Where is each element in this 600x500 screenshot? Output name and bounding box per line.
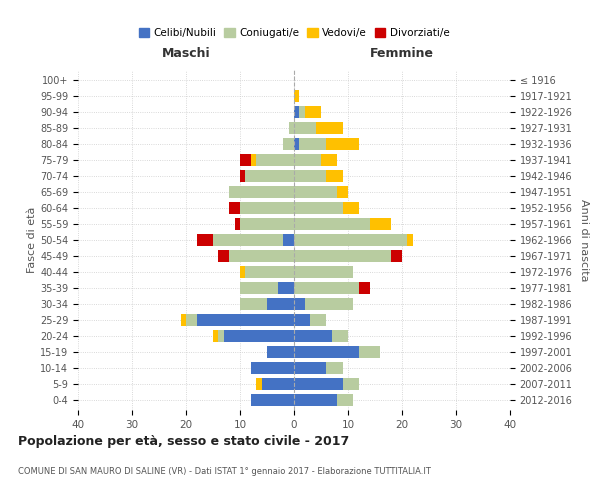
Bar: [321, 154, 337, 166]
Bar: [310, 314, 326, 326]
Bar: [343, 202, 359, 214]
Y-axis label: Fasce di età: Fasce di età: [27, 207, 37, 273]
Bar: [256, 378, 262, 390]
Bar: [229, 202, 240, 214]
Bar: [370, 218, 391, 230]
Bar: [218, 250, 229, 262]
Bar: [326, 170, 343, 182]
Bar: [294, 330, 332, 342]
Bar: [283, 138, 294, 150]
Bar: [267, 298, 294, 310]
Bar: [294, 362, 326, 374]
Bar: [305, 106, 321, 118]
Bar: [294, 234, 407, 246]
Bar: [251, 154, 256, 166]
Bar: [359, 346, 380, 358]
Bar: [294, 90, 299, 102]
Bar: [294, 122, 316, 134]
Bar: [294, 314, 310, 326]
Bar: [294, 218, 370, 230]
Bar: [213, 234, 283, 246]
Bar: [294, 170, 326, 182]
Bar: [326, 138, 359, 150]
Bar: [294, 106, 299, 118]
Bar: [251, 362, 294, 374]
Bar: [229, 186, 294, 198]
Bar: [299, 138, 326, 150]
Bar: [240, 170, 245, 182]
Bar: [294, 138, 299, 150]
Text: Maschi: Maschi: [161, 48, 211, 60]
Bar: [245, 266, 294, 278]
Bar: [197, 314, 294, 326]
Bar: [229, 250, 294, 262]
Text: Femmine: Femmine: [370, 48, 434, 60]
Bar: [294, 202, 343, 214]
Bar: [359, 282, 370, 294]
Bar: [235, 218, 240, 230]
Bar: [218, 330, 224, 342]
Bar: [240, 298, 267, 310]
Bar: [294, 186, 337, 198]
Bar: [181, 314, 186, 326]
Bar: [294, 266, 353, 278]
Bar: [337, 394, 353, 406]
Bar: [294, 378, 343, 390]
Bar: [262, 378, 294, 390]
Bar: [294, 282, 359, 294]
Legend: Celibi/Nubili, Coniugati/e, Vedovi/e, Divorziati/e: Celibi/Nubili, Coniugati/e, Vedovi/e, Di…: [134, 24, 454, 42]
Bar: [343, 378, 359, 390]
Bar: [197, 234, 213, 246]
Bar: [240, 202, 294, 214]
Bar: [332, 330, 348, 342]
Bar: [337, 186, 348, 198]
Bar: [294, 298, 305, 310]
Bar: [294, 394, 337, 406]
Bar: [267, 346, 294, 358]
Bar: [294, 250, 391, 262]
Text: Popolazione per età, sesso e stato civile - 2017: Popolazione per età, sesso e stato civil…: [18, 435, 349, 448]
Bar: [305, 298, 353, 310]
Bar: [240, 218, 294, 230]
Y-axis label: Anni di nascita: Anni di nascita: [579, 198, 589, 281]
Bar: [213, 330, 218, 342]
Bar: [294, 154, 321, 166]
Bar: [240, 282, 278, 294]
Bar: [316, 122, 343, 134]
Bar: [224, 330, 294, 342]
Bar: [299, 106, 305, 118]
Bar: [245, 170, 294, 182]
Bar: [294, 346, 359, 358]
Bar: [186, 314, 197, 326]
Bar: [251, 394, 294, 406]
Bar: [326, 362, 343, 374]
Bar: [240, 154, 251, 166]
Bar: [283, 234, 294, 246]
Bar: [391, 250, 402, 262]
Text: COMUNE DI SAN MAURO DI SALINE (VR) - Dati ISTAT 1° gennaio 2017 - Elaborazione T: COMUNE DI SAN MAURO DI SALINE (VR) - Dat…: [18, 468, 431, 476]
Bar: [256, 154, 294, 166]
Bar: [240, 266, 245, 278]
Bar: [407, 234, 413, 246]
Bar: [278, 282, 294, 294]
Bar: [289, 122, 294, 134]
